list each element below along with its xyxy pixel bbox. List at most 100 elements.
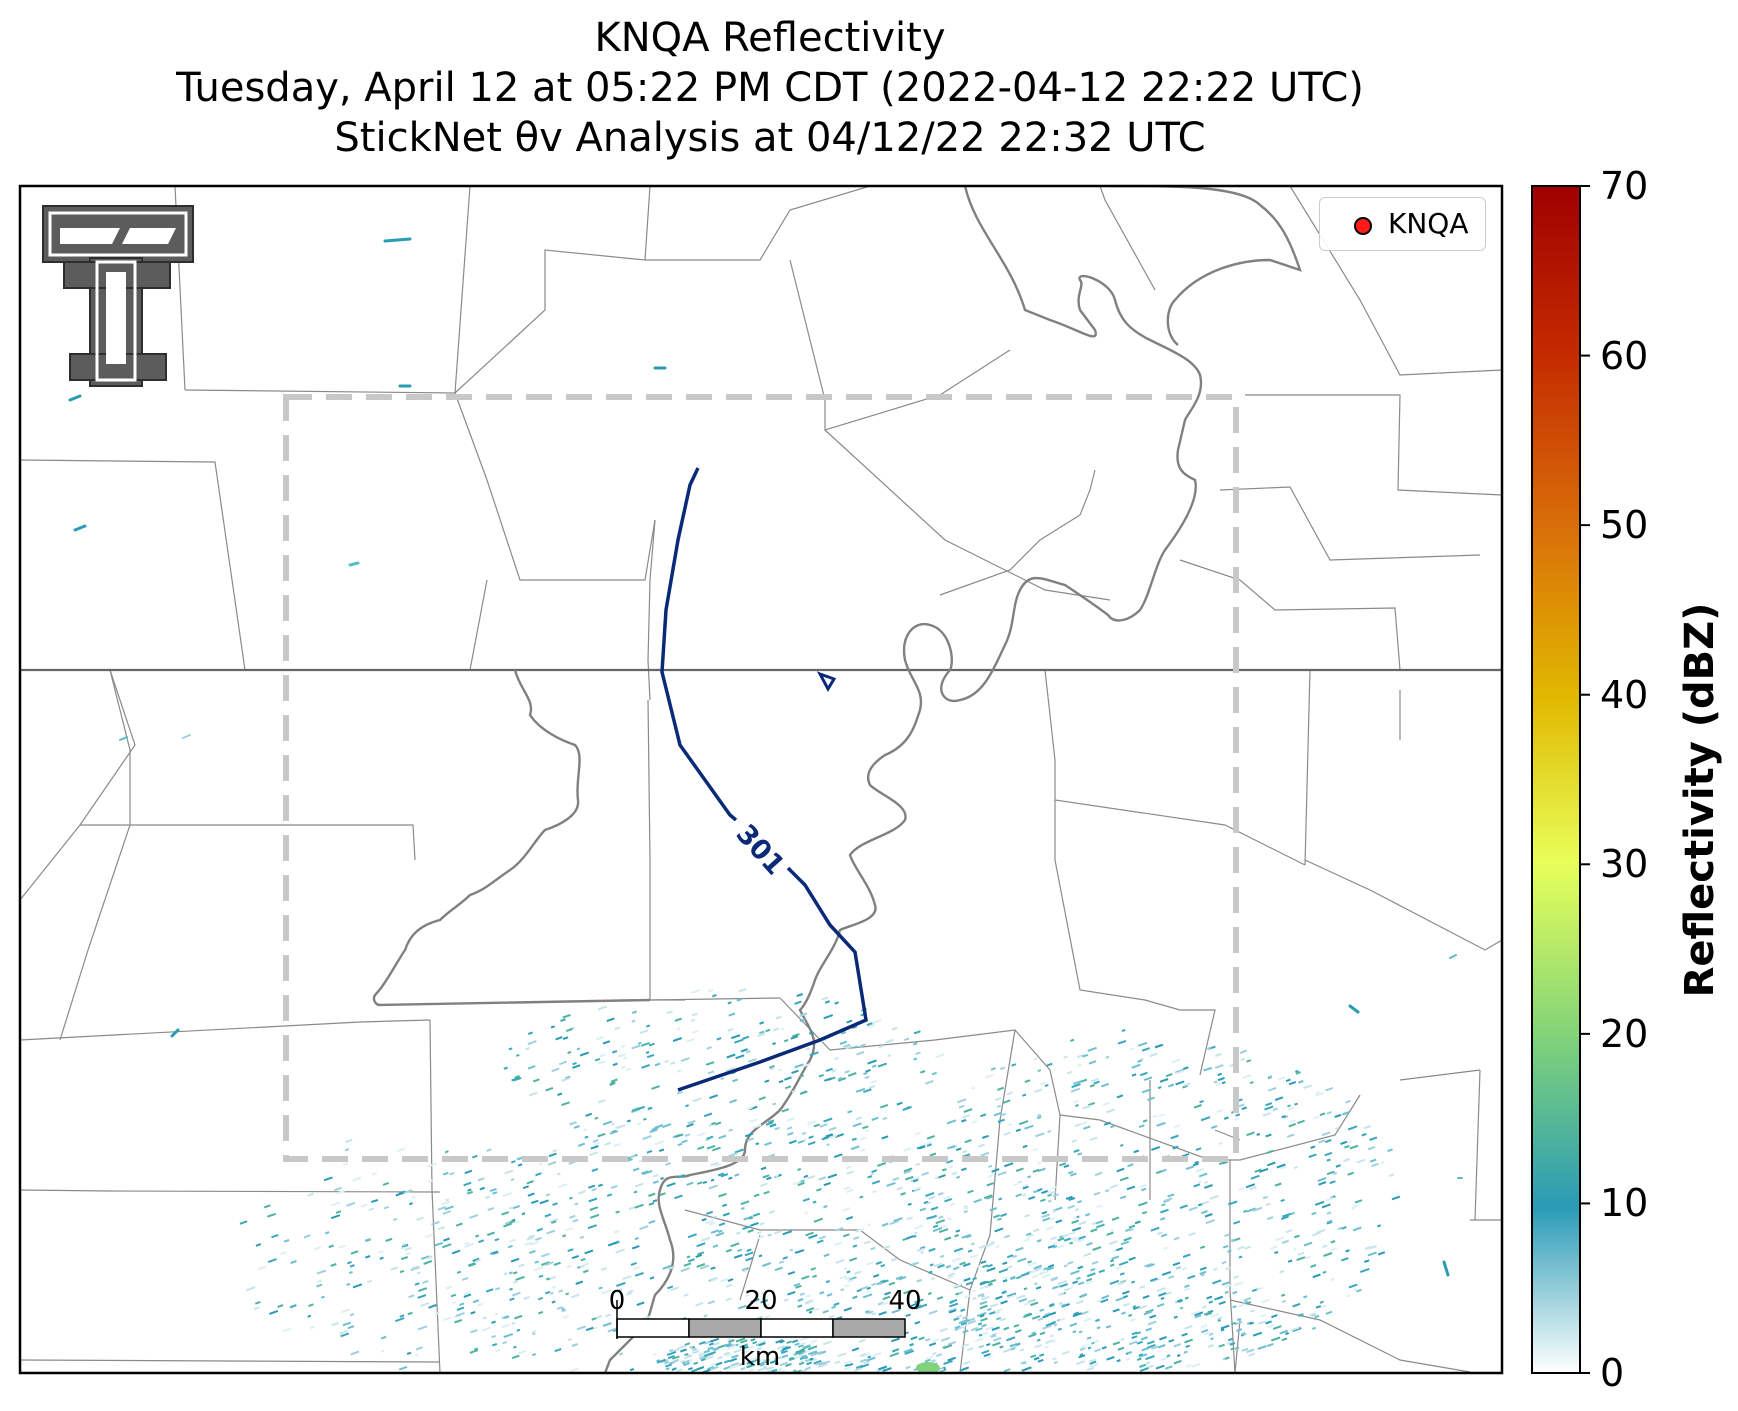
radar-speckle <box>958 1104 965 1109</box>
radar-speckle <box>1085 1213 1091 1217</box>
radar-speckle <box>1221 1260 1227 1265</box>
radar-speckle <box>794 1342 801 1347</box>
radar-speckle <box>823 1117 833 1123</box>
radar-speckle <box>748 1216 754 1220</box>
radar-speckle <box>808 1234 818 1240</box>
radar-speckle <box>1183 1082 1191 1087</box>
radar-speckle <box>707 1345 713 1349</box>
radar-speckle <box>639 1225 649 1231</box>
radar-speckle <box>469 1213 479 1219</box>
radar-speckle <box>954 1234 960 1238</box>
radar-speckle <box>791 1069 799 1075</box>
radar-speckle <box>628 1205 636 1211</box>
radar-speckle <box>455 1222 463 1227</box>
radar-speckle <box>1297 1119 1305 1125</box>
radar-speckle <box>1250 1174 1260 1180</box>
radar-speckle <box>598 1060 606 1065</box>
radar-speckle <box>1071 1226 1082 1232</box>
radar-speckle <box>1195 1147 1202 1152</box>
radar-speckle <box>734 1148 744 1154</box>
radar-speckle <box>757 1360 767 1366</box>
radar-speckle <box>1292 1302 1301 1308</box>
scale-bar-unit: km <box>739 1342 781 1372</box>
radar-speckle <box>846 1270 851 1274</box>
radar-speckle <box>1315 1305 1322 1309</box>
radar-speckle <box>1042 1217 1051 1222</box>
radar-speckle <box>443 1316 452 1322</box>
radar-speckle <box>1147 1096 1155 1102</box>
radar-speckle <box>728 1012 736 1017</box>
radar-speckle <box>1068 1236 1077 1242</box>
radar-speckle <box>1249 1309 1256 1313</box>
radar-speckle <box>1149 1314 1157 1319</box>
radar-speckle <box>1138 1201 1148 1207</box>
radar-speckle <box>1212 1279 1222 1285</box>
radar-speckle <box>1036 1161 1042 1165</box>
radar-speckle <box>1238 1255 1243 1259</box>
radar-speckle <box>572 1218 579 1223</box>
radar-speckle <box>595 1315 603 1320</box>
radar-speckle <box>834 1001 839 1005</box>
radar-speckle <box>1139 1363 1147 1368</box>
radar-speckle <box>794 1000 802 1005</box>
radar-speckle <box>979 1300 988 1306</box>
radar-speckle <box>979 1280 989 1286</box>
radar-speckle <box>823 1077 832 1082</box>
radar-speckle <box>1163 1197 1173 1203</box>
radar-speckle <box>1262 1112 1271 1117</box>
radar-speckle <box>707 988 714 993</box>
radar-speckle <box>1106 1356 1115 1361</box>
radar-speckle <box>769 1359 777 1364</box>
radar-speckle <box>1173 1236 1180 1241</box>
radar-speckle <box>1344 1144 1350 1149</box>
radar-speckle <box>680 1359 686 1364</box>
radar-speckle <box>746 1360 755 1365</box>
radar-speckle <box>1067 1170 1074 1175</box>
radar-speckle <box>1161 1168 1167 1173</box>
radar-speckle <box>1053 1285 1058 1290</box>
radar-speckle <box>364 1238 371 1242</box>
radar-speckle <box>1004 1234 1011 1239</box>
radar-speckle <box>1030 1301 1039 1307</box>
radar-speckle <box>1016 1329 1022 1333</box>
radar-speckle <box>932 1224 939 1229</box>
radar-speckle <box>919 1207 927 1212</box>
radar-speckle <box>1080 1293 1088 1298</box>
radar-speckle <box>798 1344 804 1348</box>
radar-speckle <box>987 1174 993 1178</box>
radar-speckle <box>1104 1189 1110 1193</box>
radar-speckle <box>328 1244 335 1249</box>
radar-speckle <box>1165 1073 1173 1078</box>
radar-speckle <box>928 1309 938 1315</box>
radar-speckle <box>364 1255 371 1259</box>
radar-speckle <box>938 1228 949 1234</box>
radar-speckle <box>1013 1323 1020 1328</box>
radar-speckle <box>794 1354 804 1360</box>
radar-speckle <box>705 1210 714 1215</box>
radar-speckle <box>1007 1294 1016 1299</box>
radar-speckle <box>1115 1266 1122 1271</box>
radar-speckle <box>720 1077 725 1081</box>
radar-speckle <box>742 1225 751 1230</box>
radar-speckle <box>892 1176 900 1182</box>
radar-speckle <box>786 1126 793 1131</box>
radar-speckle <box>978 1344 985 1349</box>
radar-speckle <box>709 1362 717 1367</box>
radar-speckle <box>903 1147 912 1152</box>
radar-speckle <box>925 1192 935 1197</box>
radar-speckle <box>955 1175 961 1179</box>
radar-speckle <box>568 1214 576 1219</box>
radar-speckle <box>580 1257 586 1262</box>
radar-speckle <box>1080 1343 1088 1349</box>
radar-speckle <box>1201 1305 1207 1309</box>
radar-speckle <box>1096 1326 1101 1330</box>
radar-speckle <box>551 1220 557 1224</box>
radar-speckle <box>553 1261 561 1266</box>
radar-speckle <box>947 1275 954 1280</box>
radar-speckle <box>579 1235 585 1240</box>
radar-speckle <box>513 1280 518 1284</box>
radar-speckle <box>725 1353 733 1358</box>
radar-speckle <box>965 1281 973 1286</box>
radar-speckle <box>798 1361 805 1366</box>
radar-speckle <box>1322 1270 1327 1274</box>
